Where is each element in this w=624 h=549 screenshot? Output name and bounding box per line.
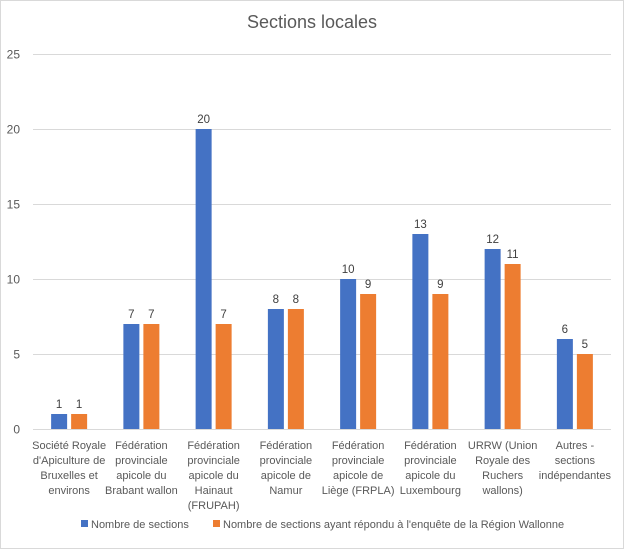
legend: Nombre de sections Nombre de sections aya… bbox=[81, 519, 564, 531]
category-label-line: Bruxelles et bbox=[40, 470, 97, 482]
category-label-line: Fédération bbox=[187, 440, 240, 452]
data-label-series1-cat7: 12 bbox=[486, 234, 499, 246]
y-tick-label: 25 bbox=[7, 48, 21, 62]
category-label-line: Namur bbox=[269, 485, 302, 497]
bar-series2-cat8 bbox=[576, 354, 593, 429]
category-label-8: Autres - sections indépendantes bbox=[539, 440, 612, 482]
y-tick-label: 5 bbox=[13, 348, 20, 362]
bar-series1-cat4 bbox=[267, 309, 284, 429]
category-label-line: d'Apiculture de bbox=[33, 455, 105, 467]
bar-series2-cat3 bbox=[215, 324, 232, 429]
category-label-line: wallons) bbox=[481, 485, 522, 497]
bar-series1-cat6 bbox=[412, 234, 429, 429]
bar-series2-cat5 bbox=[360, 294, 377, 429]
data-label-series2-cat5: 9 bbox=[365, 279, 371, 291]
category-label-line: Société Royale bbox=[32, 440, 106, 452]
data-label-series2-cat8: 5 bbox=[582, 339, 588, 351]
category-label-line: indépendantes bbox=[539, 470, 612, 482]
category-label-4: Fédération provinciale apicole de Namur bbox=[260, 440, 313, 497]
legend-swatch-2 bbox=[213, 520, 220, 527]
category-label-line: Liège (FRPLA) bbox=[322, 485, 395, 497]
bar-series1-cat3 bbox=[195, 129, 212, 429]
category-label-line: Brabant wallon bbox=[105, 485, 178, 497]
legend-swatch-1 bbox=[81, 520, 88, 527]
category-label-3: Fédération provinciale apicole du Hainaut (F… bbox=[187, 440, 240, 512]
data-labels: 1 7 20 8 10 13 12 6 1 7 7 8 9 9 11 5 bbox=[56, 114, 588, 411]
category-label-6: Fédération provinciale apicole du Luxembour… bbox=[400, 440, 461, 497]
chart-title: Sections locales bbox=[247, 12, 377, 32]
bar-series1-cat5 bbox=[340, 279, 357, 429]
y-tick-label: 10 bbox=[7, 273, 21, 287]
x-axis: Société Royale d'Apiculture de Bruxelles e… bbox=[32, 440, 611, 512]
data-label-series1-cat3: 20 bbox=[197, 114, 210, 126]
bar-series2-cat4 bbox=[287, 309, 304, 429]
data-label-series2-cat2: 7 bbox=[148, 309, 154, 321]
category-label-5: Fédération provinciale apicole de Liège (FR… bbox=[322, 440, 395, 497]
data-label-series1-cat5: 10 bbox=[342, 264, 355, 276]
category-label-line: (FRUPAH) bbox=[188, 500, 240, 512]
category-label-line: environs bbox=[48, 485, 90, 497]
bar-series2-cat6 bbox=[432, 294, 449, 429]
category-label-line: Fédération bbox=[115, 440, 168, 452]
data-label-series2-cat1: 1 bbox=[76, 399, 82, 411]
bars bbox=[51, 129, 593, 429]
bar-series1-cat2 bbox=[123, 324, 140, 429]
data-label-series2-cat7: 11 bbox=[507, 249, 519, 261]
category-label-2: Fédération provinciale apicole du Brabant w… bbox=[105, 440, 178, 497]
category-label-line: apicole de bbox=[261, 470, 311, 482]
category-label-line: apicole de bbox=[333, 470, 383, 482]
category-label-line: Royale des bbox=[475, 455, 531, 467]
legend-label-1: Nombre de sections bbox=[91, 519, 189, 531]
category-label-line: Autres - bbox=[556, 440, 595, 452]
bar-series2-cat7 bbox=[504, 264, 521, 429]
bar-series1-cat7 bbox=[484, 249, 501, 429]
y-tick-label: 20 bbox=[7, 123, 21, 137]
category-label-1: Société Royale d'Apiculture de Bruxelles e… bbox=[32, 440, 106, 497]
data-label-series2-cat4: 8 bbox=[293, 294, 299, 306]
category-label-line: provinciale bbox=[404, 455, 457, 467]
category-label-line: apicole du bbox=[189, 470, 239, 482]
data-label-series1-cat1: 1 bbox=[56, 399, 62, 411]
category-label-7: URRW (Union Royale des Ruchers wallons) bbox=[468, 440, 537, 497]
category-label-line: provinciale bbox=[187, 455, 240, 467]
category-label-line: apicole du bbox=[405, 470, 455, 482]
category-label-line: provinciale bbox=[332, 455, 385, 467]
bar-series2-cat1 bbox=[71, 414, 88, 429]
bar-series1-cat8 bbox=[556, 339, 573, 429]
category-label-line: provinciale bbox=[115, 455, 168, 467]
bar-series2-cat2 bbox=[143, 324, 160, 429]
category-label-line: Luxembourg bbox=[400, 485, 461, 497]
legend-label-2: Nombre de sections ayant répondu à l'enq… bbox=[223, 519, 564, 531]
y-tick-label: 15 bbox=[7, 198, 21, 212]
category-label-line: Hainaut bbox=[195, 485, 233, 497]
data-label-series2-cat3: 7 bbox=[220, 309, 226, 321]
data-label-series2-cat6: 9 bbox=[437, 279, 443, 291]
category-label-line: URRW (Union bbox=[468, 440, 537, 452]
category-label-line: sections bbox=[555, 455, 596, 467]
y-axis: 0 5 10 15 20 25 bbox=[7, 48, 21, 437]
data-label-series1-cat8: 6 bbox=[562, 324, 568, 336]
y-tick-label: 0 bbox=[13, 423, 20, 437]
category-label-line: Fédération bbox=[404, 440, 457, 452]
category-label-line: Ruchers bbox=[482, 470, 523, 482]
bar-series1-cat1 bbox=[51, 414, 68, 429]
gridlines bbox=[33, 54, 611, 430]
data-label-series1-cat2: 7 bbox=[128, 309, 134, 321]
category-label-line: apicole du bbox=[116, 470, 166, 482]
category-label-line: Fédération bbox=[332, 440, 385, 452]
category-label-line: Fédération bbox=[260, 440, 313, 452]
category-label-line: provinciale bbox=[260, 455, 313, 467]
data-label-series1-cat4: 8 bbox=[273, 294, 279, 306]
data-label-series1-cat6: 13 bbox=[414, 219, 427, 231]
